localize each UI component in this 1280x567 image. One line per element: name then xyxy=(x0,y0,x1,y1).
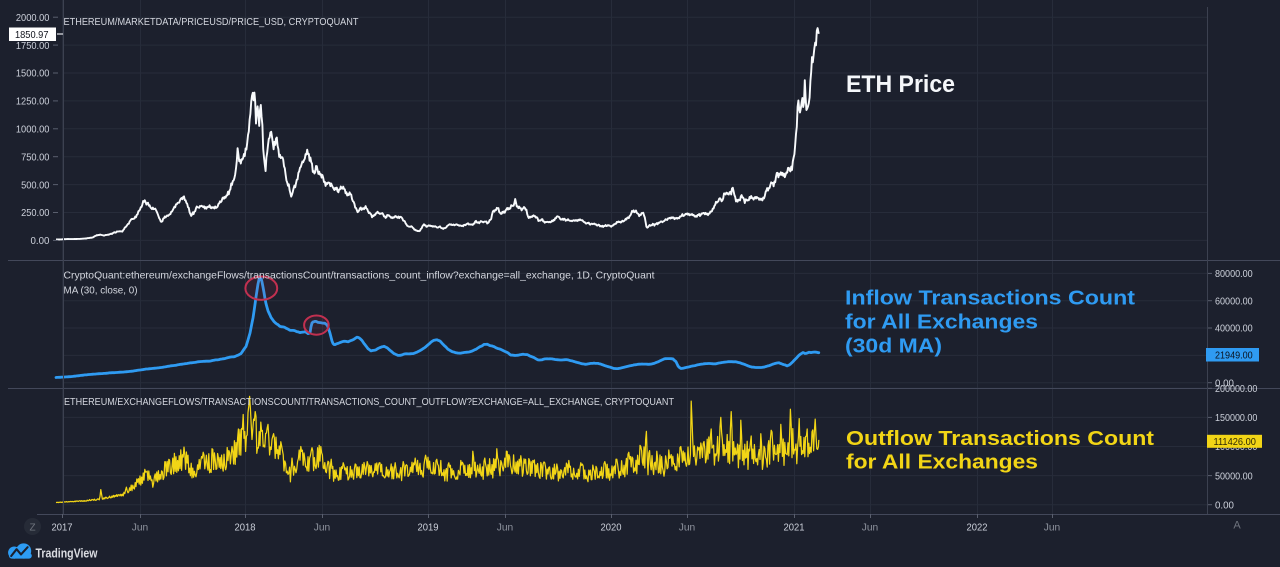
svg-text:1250.00: 1250.00 xyxy=(16,97,50,108)
svg-text:250.00: 250.00 xyxy=(21,208,50,219)
svg-text:1000.00: 1000.00 xyxy=(16,125,50,136)
svg-text:2020: 2020 xyxy=(601,522,622,534)
svg-text:150000.00: 150000.00 xyxy=(1215,413,1258,424)
svg-text:for All Exchanges: for All Exchanges xyxy=(845,311,1038,334)
svg-text:Jun: Jun xyxy=(679,522,696,534)
svg-text:2000.00: 2000.00 xyxy=(16,13,50,24)
svg-text:80000.00: 80000.00 xyxy=(1215,269,1253,280)
svg-text:for All Exchanges: for All Exchanges xyxy=(846,451,1038,474)
svg-text:500.00: 500.00 xyxy=(21,180,50,191)
svg-text:2017: 2017 xyxy=(52,522,73,534)
svg-text:40000.00: 40000.00 xyxy=(1215,324,1253,335)
svg-text:21949.00: 21949.00 xyxy=(1215,351,1253,362)
svg-text:Outflow Transactions Count: Outflow Transactions Count xyxy=(846,427,1154,450)
svg-text:2022: 2022 xyxy=(967,522,988,534)
svg-text:0.00: 0.00 xyxy=(1215,500,1234,511)
svg-text:Jun: Jun xyxy=(862,522,879,534)
svg-text:2019: 2019 xyxy=(418,522,439,534)
svg-text:1500.00: 1500.00 xyxy=(16,69,50,80)
svg-text:1750.00: 1750.00 xyxy=(16,41,50,52)
svg-text:Jun: Jun xyxy=(132,522,149,534)
svg-text:ETHEREUM/MARKETDATA/PRICEUSD/P: ETHEREUM/MARKETDATA/PRICEUSD/PRICE_USD, … xyxy=(64,16,360,28)
svg-text:2021: 2021 xyxy=(784,522,805,534)
svg-text:200000.00: 200000.00 xyxy=(1215,384,1258,395)
svg-text:Jun: Jun xyxy=(1044,522,1061,534)
svg-text:111426.00: 111426.00 xyxy=(1214,437,1257,448)
svg-text:(30d MA): (30d MA) xyxy=(845,335,942,358)
svg-text:Z: Z xyxy=(29,523,35,534)
svg-text:Jun: Jun xyxy=(497,522,514,534)
svg-text:TradingView: TradingView xyxy=(36,546,99,561)
svg-text:50000.00: 50000.00 xyxy=(1215,471,1253,482)
svg-text:750.00: 750.00 xyxy=(21,152,50,163)
svg-text:CryptoQuant:ethereum/exchangeF: CryptoQuant:ethereum/exchangeFlows/trans… xyxy=(64,269,655,281)
svg-text:A: A xyxy=(1233,520,1241,532)
svg-text:2018: 2018 xyxy=(235,522,256,534)
svg-text:ETH Price: ETH Price xyxy=(846,71,955,98)
svg-text:0.00: 0.00 xyxy=(1215,378,1234,389)
svg-text:Inflow Transactions Count: Inflow Transactions Count xyxy=(845,287,1135,310)
svg-text:ETHEREUM/EXCHANGEFLOWS/TRANSAC: ETHEREUM/EXCHANGEFLOWS/TRANSACTIONSCOUNT… xyxy=(64,396,675,408)
svg-text:60000.00: 60000.00 xyxy=(1215,296,1253,307)
svg-text:1850.97: 1850.97 xyxy=(15,30,49,41)
svg-text:Jun: Jun xyxy=(314,522,331,534)
svg-text:0.00: 0.00 xyxy=(31,236,50,247)
svg-text:MA (30, close, 0): MA (30, close, 0) xyxy=(64,284,138,296)
